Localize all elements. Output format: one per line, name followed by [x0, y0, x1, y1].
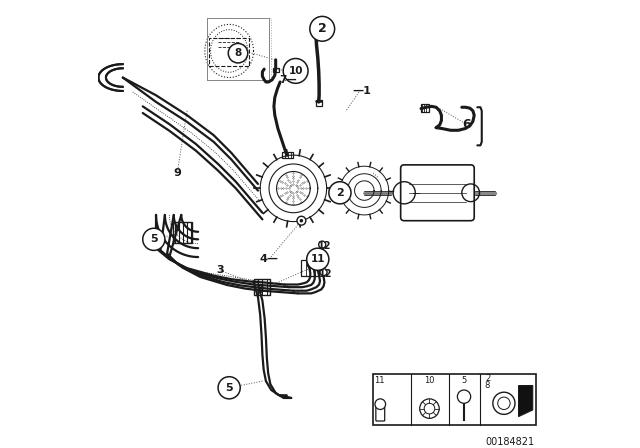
Bar — [282, 151, 293, 158]
Text: 2: 2 — [336, 188, 344, 198]
Text: —1: —1 — [353, 86, 372, 96]
Circle shape — [307, 248, 329, 270]
Text: 12: 12 — [319, 269, 332, 279]
Text: 4—: 4— — [260, 254, 278, 264]
Text: 10: 10 — [424, 376, 435, 385]
Text: 12: 12 — [317, 241, 331, 251]
FancyBboxPatch shape — [401, 165, 474, 221]
Text: 2: 2 — [318, 22, 326, 35]
Circle shape — [143, 228, 165, 250]
Circle shape — [498, 397, 510, 409]
Bar — [420, 103, 429, 112]
Text: 00184821: 00184821 — [485, 436, 534, 447]
Circle shape — [493, 392, 515, 414]
Circle shape — [300, 219, 303, 223]
Circle shape — [458, 390, 470, 403]
Bar — [209, 38, 249, 66]
Circle shape — [320, 268, 327, 276]
Text: 2: 2 — [485, 374, 490, 383]
Text: 8: 8 — [234, 48, 242, 58]
Bar — [301, 260, 319, 276]
Circle shape — [420, 399, 439, 418]
Text: 8: 8 — [485, 381, 490, 390]
Bar — [173, 222, 193, 243]
Text: 11: 11 — [310, 254, 325, 264]
Text: 5: 5 — [225, 383, 233, 393]
Bar — [273, 68, 279, 72]
Circle shape — [218, 377, 240, 399]
Text: 5: 5 — [150, 234, 157, 244]
Bar — [255, 279, 270, 295]
Circle shape — [424, 403, 435, 414]
Text: 6: 6 — [462, 117, 470, 130]
Circle shape — [297, 216, 306, 225]
Circle shape — [228, 43, 248, 63]
Circle shape — [310, 17, 335, 41]
Polygon shape — [518, 386, 532, 417]
Text: 9: 9 — [173, 168, 181, 178]
Circle shape — [329, 182, 351, 204]
Circle shape — [319, 241, 326, 248]
FancyBboxPatch shape — [376, 407, 385, 421]
Circle shape — [284, 59, 308, 83]
Text: 3: 3 — [257, 285, 264, 295]
Text: 3: 3 — [216, 265, 224, 276]
Bar — [373, 375, 536, 426]
Text: 11: 11 — [374, 376, 385, 385]
Text: 10: 10 — [289, 66, 303, 76]
Bar — [316, 100, 322, 106]
Circle shape — [375, 399, 385, 409]
Text: 5: 5 — [461, 376, 467, 385]
Text: 7—: 7— — [279, 75, 297, 85]
